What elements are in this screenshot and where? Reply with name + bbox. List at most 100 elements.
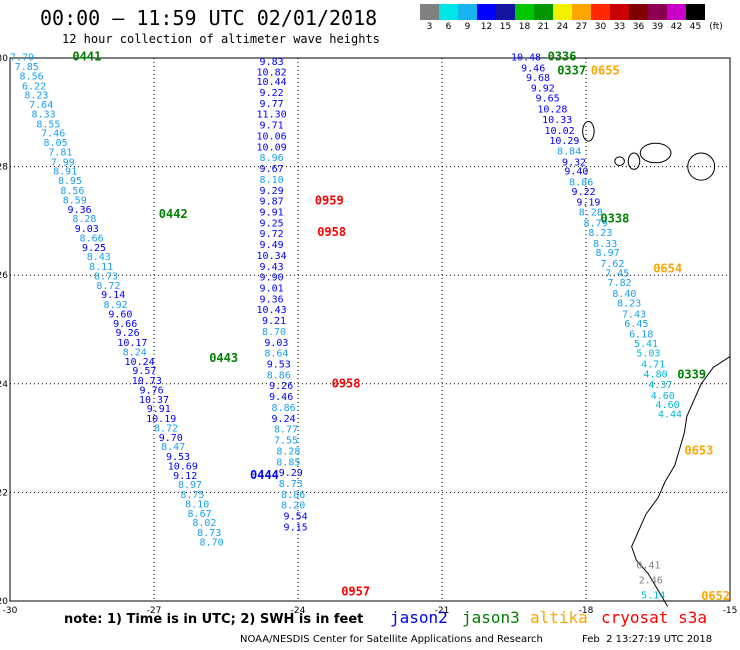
colorbar-cell: 45 (686, 4, 705, 32)
colorbar-label: 6 (445, 22, 452, 32)
swh-value: 9.68 (526, 73, 550, 84)
colorbar-swatch (553, 4, 572, 20)
swh-value: 10.73 (132, 376, 162, 387)
colorbar-swatch (686, 4, 705, 20)
swh-value: 9.72 (260, 229, 284, 240)
pass-time-label: 0958 (332, 377, 361, 391)
footer-credit: NOAA/NESDIS Center for Satellite Applica… (240, 634, 543, 645)
swh-value: 9.76 (140, 386, 164, 397)
colorbar-cell: 24 (553, 4, 572, 32)
colorbar-label: 42 (670, 22, 683, 32)
lat-tick-label: 20 (0, 597, 8, 607)
swh-value: 8.05 (44, 138, 68, 149)
lat-tick-label: 26 (0, 271, 8, 281)
swh-value: 10.09 (257, 142, 287, 153)
swh-value: 7.64 (29, 100, 53, 111)
swh-value: 9.24 (272, 414, 296, 425)
swh-value: 7.46 (41, 129, 65, 140)
footer-timestamp: Feb 2 13:27:19 UTC 2018 (582, 634, 713, 645)
swh-value: 10.37 (139, 395, 169, 406)
swh-value: 10.29 (549, 136, 579, 147)
legend-altika: altika (530, 608, 588, 627)
swh-value: 9.22 (260, 88, 284, 99)
colorbar-label: 12 (480, 22, 493, 32)
pass-time-label: 0654 (653, 261, 682, 275)
swh-value: 10.17 (117, 338, 147, 349)
colorbar-swatch (496, 4, 515, 20)
pass-time-label: 0652 (701, 589, 730, 603)
swh-value: 7.79 (10, 53, 34, 64)
legend-jason3: jason3 (462, 608, 520, 627)
pass-time-label: 0655 (591, 63, 620, 77)
swh-value: 9.53 (166, 452, 190, 463)
swh-value: 10.43 (257, 305, 287, 316)
colorbar-label: 27 (575, 22, 588, 32)
colorbar-cell: 15 (496, 4, 515, 32)
colorbar-swatch (420, 4, 439, 20)
africa-coastline (631, 356, 731, 607)
colorbar-units: (ft) (709, 22, 723, 32)
page-title: 00:00 – 11:59 UTC 02/01/2018 (40, 6, 378, 30)
pass-time-label: 0339 (677, 367, 706, 381)
swh-value: 8.56 (60, 186, 84, 197)
swh-value: 8.84 (557, 147, 581, 158)
lat-tick-label: 28 (0, 163, 8, 173)
swh-value: 10.82 (257, 67, 287, 78)
island-outline (627, 152, 641, 170)
colorbar-label: 39 (651, 22, 664, 32)
swh-value: 8.02 (192, 518, 216, 529)
colorbar-label: 45 (689, 22, 702, 32)
swh-value: 9.14 (101, 290, 125, 301)
swh-value: 8.66 (80, 234, 104, 245)
swh-value: 9.03 (264, 338, 288, 349)
swh-value: 9.53 (267, 360, 291, 371)
footer-note: note: 1) Time is in UTC; 2) SWH is in fe… (64, 612, 364, 627)
swh-value: 9.29 (260, 186, 284, 197)
swh-value: 9.57 (132, 366, 156, 377)
pass-time-label: 0959 (315, 194, 344, 208)
swh-value: 10.69 (168, 462, 198, 473)
pass-time-label: 0441 (72, 50, 101, 64)
swh-value: 8.33 (32, 110, 56, 121)
swh-value: 6.18 (629, 330, 653, 341)
swh-value: 9.40 (564, 167, 588, 178)
swh-value: 9.26 (116, 328, 140, 339)
swh-value: 9.71 (260, 121, 284, 132)
colorbar-swatch (439, 4, 458, 20)
swh-value: 4.60 (656, 400, 680, 411)
colorbar-swatch (515, 4, 534, 20)
swh-value: 8.10 (185, 500, 209, 511)
swh-value: 9.43 (260, 262, 284, 273)
swh-value: 7.85 (15, 62, 39, 73)
swh-value: 10.48 (511, 53, 541, 64)
lon-tick-label: -15 (723, 606, 738, 616)
swh-value: 4.44 (658, 409, 682, 420)
swh-value: 8.75 (180, 490, 204, 501)
colorbar-cell: 3 (420, 4, 439, 32)
swh-value: 9.65 (536, 93, 560, 104)
pass-time-label: 0337 (557, 63, 586, 77)
colorbar-cell: 36 (629, 4, 648, 32)
swh-value: 8.23 (617, 299, 641, 310)
swh-value: 9.60 (108, 310, 132, 321)
lat-tick-label: 30 (0, 54, 8, 64)
swh-value: 7.99 (51, 158, 75, 169)
legend-cryosat: cryosat s3a (601, 608, 707, 627)
swh-value: 8.86 (569, 178, 593, 189)
swh-value: 8.28 (579, 207, 603, 218)
swh-value: 8.96 (260, 153, 284, 164)
swh-value: 8.73 (279, 479, 303, 490)
swh-value: 9.15 (284, 522, 308, 533)
lon-tick-label: -30 (3, 606, 18, 616)
pass-time-label: 0444 (250, 468, 279, 482)
colorbar-swatch (610, 4, 629, 20)
swh-value: 9.67 (260, 164, 284, 175)
swh-value: 9.25 (82, 243, 106, 254)
swh-value: 9.19 (576, 198, 600, 209)
swh-value: 7.45 (605, 268, 629, 279)
swh-value: 7.81 (48, 148, 72, 159)
swh-value: 8.86 (267, 370, 291, 381)
swh-value: 9.25 (260, 218, 284, 229)
swh-value: 8.97 (596, 248, 620, 259)
colorbar-swatch (572, 4, 591, 20)
